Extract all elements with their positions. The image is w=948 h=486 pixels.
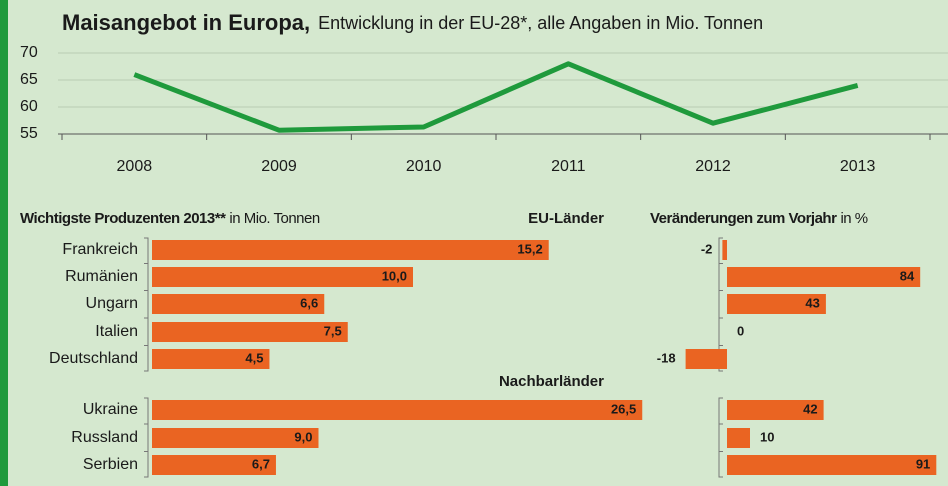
line-series: [133, 61, 859, 133]
bar: [722, 240, 727, 260]
section-subtitle: in Mio. Tonnen: [229, 210, 319, 227]
bar: [727, 455, 937, 475]
bar: [727, 400, 824, 420]
bar: [152, 349, 270, 369]
x-tick-label: 2011: [551, 158, 586, 175]
value-label: 9,0: [294, 429, 312, 444]
value-label: 43: [805, 295, 819, 310]
y-tick-label: 65: [20, 71, 38, 88]
value-label: 6,7: [252, 456, 270, 471]
category-label: Ungarn: [86, 295, 138, 312]
bar: [152, 400, 643, 420]
side-stripe: [0, 0, 8, 486]
category-label: Deutschland: [49, 350, 138, 367]
value-label: 6,6: [300, 295, 318, 310]
value-label: 42: [803, 401, 817, 416]
x-tick-label: 2009: [261, 158, 297, 175]
category-label: Serbien: [83, 456, 138, 473]
y-tick-label: 55: [20, 125, 38, 142]
section-header: Wichtigste Produzenten 2013** in Mio. Ton…: [20, 210, 320, 227]
category-label: Frankreich: [62, 241, 138, 258]
value-label: 0: [737, 323, 744, 338]
value-label: 26,5: [611, 401, 636, 416]
category-label: Rumänien: [65, 268, 138, 285]
bar: [727, 267, 921, 287]
category-label: Ukraine: [83, 401, 138, 418]
x-tick-label: 2013: [840, 158, 876, 175]
section-header: Veränderungen zum Vorjahr in %: [650, 210, 868, 227]
value-label: 91: [916, 456, 930, 471]
bracket: [718, 237, 723, 372]
value-label: 15,2: [517, 241, 542, 256]
section-title: Wichtigste Produzenten 2013**: [20, 210, 226, 227]
bar: [152, 267, 413, 287]
value-label: -18: [657, 350, 676, 365]
chart-subtitle: Entwicklung in der EU-28*, alle Angaben …: [318, 13, 763, 33]
y-tick-label: 60: [20, 98, 38, 115]
bar: [152, 428, 319, 448]
section-subtitle: in %: [840, 210, 867, 227]
value-label: 84: [900, 268, 915, 283]
bar: [152, 322, 348, 342]
bracket: [144, 397, 149, 478]
value-label: -2: [701, 241, 713, 256]
bracket: [144, 237, 149, 372]
x-tick-label: 2012: [695, 158, 731, 175]
x-tick-label: 2010: [406, 158, 442, 175]
x-tick-label: 2008: [117, 158, 153, 175]
bar: [152, 240, 549, 260]
header: Maisangebot in Europa, Entwicklung in der…: [62, 10, 763, 35]
group-label: EU-Länder: [528, 210, 604, 227]
section-title: Veränderungen zum Vorjahr: [650, 210, 837, 227]
bar: [685, 349, 727, 369]
category-label: Russland: [71, 429, 138, 446]
chart-title: Maisangebot in Europa,: [62, 10, 310, 35]
group-label: Nachbarländer: [499, 373, 604, 390]
bracket: [718, 397, 723, 478]
bar: [727, 428, 750, 448]
y-tick-label: 70: [20, 44, 38, 61]
value-label: 4,5: [245, 350, 263, 365]
bar: [152, 455, 276, 475]
bar: [727, 294, 826, 314]
bar: [152, 294, 325, 314]
value-label: 7,5: [324, 323, 342, 338]
value-label: 10: [760, 429, 774, 444]
value-label: 10,0: [382, 268, 407, 283]
category-label: Italien: [95, 323, 138, 340]
